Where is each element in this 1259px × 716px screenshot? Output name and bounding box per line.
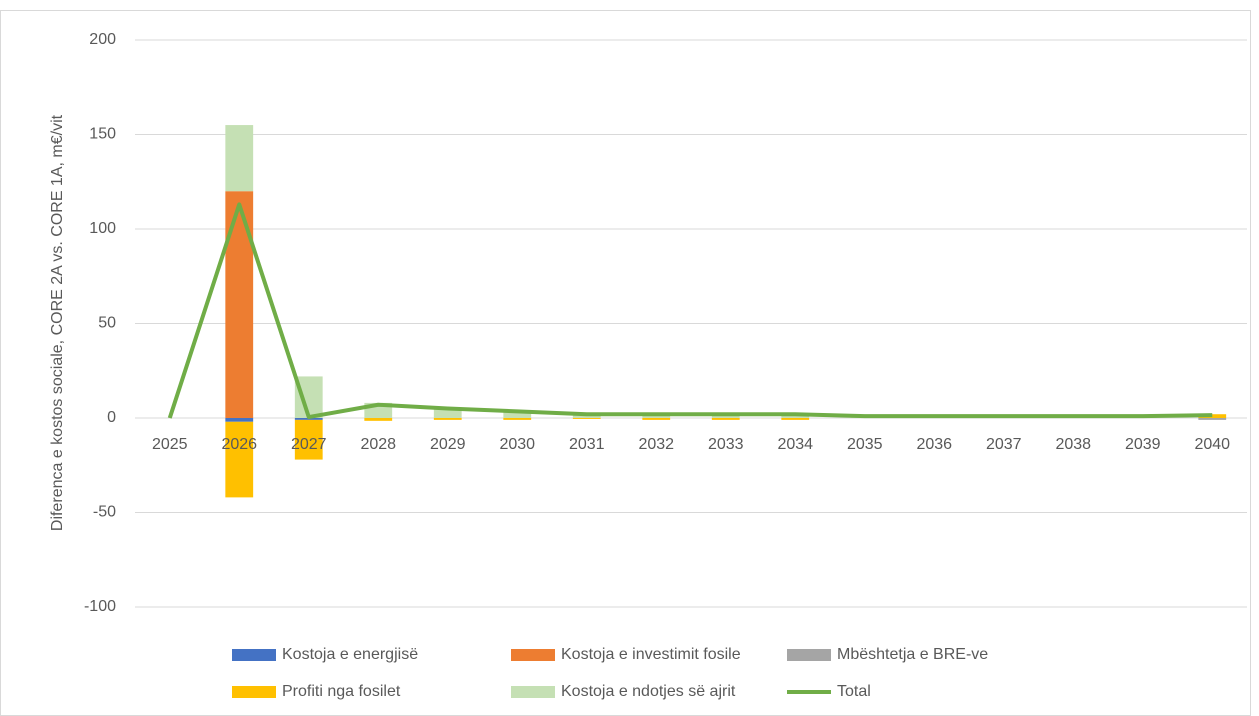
y-tick-label: 150 — [89, 126, 116, 143]
x-tick-label: 2025 — [152, 436, 188, 453]
y-axis-title: Diferenca e kostos sociale, CORE 2A vs. … — [49, 114, 66, 531]
bar-segment — [294, 419, 323, 460]
bar-segment — [503, 418, 532, 420]
bar-segment — [225, 125, 254, 192]
legend-swatch — [511, 686, 555, 698]
x-tick-label: 2037 — [986, 436, 1022, 453]
x-tick-label: 2040 — [1194, 436, 1230, 453]
x-tick-label: 2032 — [638, 436, 674, 453]
legend-label: Total — [837, 683, 871, 700]
legend-label: Kostoja e ndotjes së ajrit — [561, 683, 736, 700]
legend-swatch — [232, 649, 276, 661]
bar-segment — [572, 418, 601, 419]
y-tick-label: 200 — [89, 31, 116, 48]
x-tick-label: 2038 — [1055, 436, 1091, 453]
x-tick-label: 2035 — [847, 436, 883, 453]
legend-label: Profiti nga fosilet — [282, 683, 401, 700]
bar-segment — [642, 418, 671, 420]
bar-segment — [503, 412, 532, 418]
total-line — [167, 202, 1213, 420]
legend-swatch — [511, 649, 555, 661]
bar-segment — [225, 418, 254, 422]
x-tick-label: 2036 — [916, 436, 952, 453]
x-tick-label: 2028 — [360, 436, 396, 453]
x-tick-label: 2029 — [430, 436, 466, 453]
legend-swatch — [232, 686, 276, 698]
bar-segment — [364, 418, 393, 421]
x-tick-label: 2034 — [777, 436, 813, 453]
bar-segment — [225, 191, 254, 418]
y-tick-label: -50 — [93, 504, 116, 521]
bar-segment — [225, 421, 254, 498]
x-tick-label: 2033 — [708, 436, 744, 453]
legend-label: Kostoja e energjisë — [282, 646, 418, 663]
x-tick-label: 2026 — [221, 436, 257, 453]
x-tick-label: 2027 — [291, 436, 327, 453]
y-tick-label: 0 — [107, 409, 116, 426]
legend-label: Mbështetja e BRE-ve — [837, 646, 988, 663]
y-tick-label: -100 — [84, 598, 116, 615]
x-tick-label: 2039 — [1125, 436, 1161, 453]
legend-label: Kostoja e investimit fosile — [561, 646, 741, 663]
bar-segment — [1198, 418, 1227, 420]
bar-segment — [781, 418, 810, 420]
x-tick-label: 2031 — [569, 436, 605, 453]
chart-frame — [0, 10, 1251, 716]
y-tick-label: 50 — [98, 315, 116, 332]
bar-segment — [711, 418, 740, 420]
legend-swatch — [787, 649, 831, 661]
bar-segment — [433, 408, 462, 418]
x-tick-label: 2030 — [499, 436, 535, 453]
y-tick-label: 100 — [89, 220, 116, 237]
bar-segment — [433, 418, 462, 420]
